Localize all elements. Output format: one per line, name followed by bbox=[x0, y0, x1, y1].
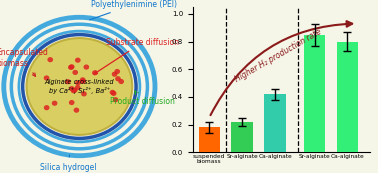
Circle shape bbox=[65, 79, 71, 84]
Bar bbox=[337, 42, 358, 152]
Circle shape bbox=[74, 108, 79, 113]
Circle shape bbox=[75, 85, 81, 90]
Circle shape bbox=[81, 91, 87, 96]
Text: Encapsulated
biomass: Encapsulated biomass bbox=[0, 48, 48, 76]
Bar bbox=[264, 94, 286, 152]
Text: Product diffusion: Product diffusion bbox=[110, 91, 175, 106]
Bar bbox=[198, 127, 220, 152]
Circle shape bbox=[115, 76, 121, 81]
Circle shape bbox=[44, 75, 50, 81]
Circle shape bbox=[110, 90, 115, 95]
Text: Alginate cross-linked
by Ca²⁺, Sr²⁺, Ba²⁺: Alginate cross-linked by Ca²⁺, Sr²⁺, Ba²… bbox=[45, 79, 114, 94]
Text: Substrate diffusion: Substrate diffusion bbox=[94, 38, 179, 74]
Circle shape bbox=[92, 70, 98, 75]
Circle shape bbox=[75, 58, 81, 63]
Circle shape bbox=[26, 38, 132, 135]
Circle shape bbox=[69, 86, 74, 91]
Circle shape bbox=[111, 91, 116, 96]
Circle shape bbox=[118, 79, 124, 84]
Text: Higher H₂ production rate: Higher H₂ production rate bbox=[234, 27, 323, 84]
Circle shape bbox=[71, 88, 76, 93]
Circle shape bbox=[47, 57, 53, 62]
Circle shape bbox=[115, 69, 120, 74]
Circle shape bbox=[72, 88, 77, 93]
Circle shape bbox=[44, 105, 50, 110]
Circle shape bbox=[112, 72, 118, 77]
Circle shape bbox=[72, 70, 78, 75]
Circle shape bbox=[69, 100, 74, 105]
Text: Silica hydrogel: Silica hydrogel bbox=[40, 155, 96, 172]
Circle shape bbox=[69, 64, 74, 69]
Circle shape bbox=[84, 65, 89, 70]
Bar bbox=[231, 122, 253, 152]
Bar bbox=[304, 35, 325, 152]
Text: Polyethylenimine (PEI): Polyethylenimine (PEI) bbox=[90, 0, 177, 20]
Circle shape bbox=[75, 80, 81, 85]
Circle shape bbox=[52, 101, 57, 106]
Circle shape bbox=[113, 97, 118, 102]
Circle shape bbox=[68, 65, 74, 70]
Circle shape bbox=[80, 77, 85, 83]
Circle shape bbox=[80, 79, 86, 84]
